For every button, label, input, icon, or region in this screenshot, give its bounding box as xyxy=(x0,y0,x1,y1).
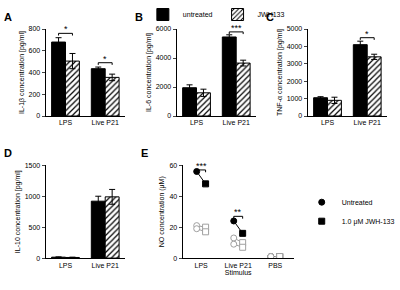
svg-text:0: 0 xyxy=(167,112,171,119)
svg-text:LPS: LPS xyxy=(59,119,73,126)
svg-text:B: B xyxy=(135,11,143,23)
svg-text:Stimulus: Stimulus xyxy=(225,269,252,276)
svg-text:Untreated: Untreated xyxy=(342,199,373,206)
svg-text:C: C xyxy=(266,11,274,23)
svg-text:LPS: LPS xyxy=(195,262,209,269)
svg-text:1500: 1500 xyxy=(25,162,41,169)
svg-text:0: 0 xyxy=(173,255,177,262)
svg-text:200: 200 xyxy=(29,91,41,98)
svg-text:untreated: untreated xyxy=(183,11,213,18)
svg-text:LPS: LPS xyxy=(190,119,204,126)
svg-text:PBS: PBS xyxy=(268,262,282,269)
svg-text:IL-10 concentration [pg/ml]: IL-10 concentration [pg/ml] xyxy=(14,170,22,253)
svg-text:2000: 2000 xyxy=(156,83,172,90)
svg-text:4000: 4000 xyxy=(156,54,172,61)
svg-text:A: A xyxy=(4,11,12,23)
svg-text:NO concentration (μM): NO concentration (μM) xyxy=(158,176,166,247)
svg-text:5000: 5000 xyxy=(287,25,303,32)
svg-text:2000: 2000 xyxy=(287,78,303,85)
svg-text:800: 800 xyxy=(29,25,41,32)
svg-text:*: * xyxy=(103,54,107,64)
svg-text:600: 600 xyxy=(29,47,41,54)
svg-text:**: ** xyxy=(234,207,242,217)
svg-text:*: * xyxy=(64,24,68,34)
svg-text:Live P21: Live P21 xyxy=(223,119,250,126)
svg-text:IL-6 concentration [pg/ml]: IL-6 concentration [pg/ml] xyxy=(145,33,153,112)
svg-text:400: 400 xyxy=(29,69,41,76)
svg-text:6000: 6000 xyxy=(156,25,172,32)
svg-text:TNF-α concentration [pg/ml]: TNF-α concentration [pg/ml] xyxy=(276,29,284,116)
svg-text:0: 0 xyxy=(36,255,40,262)
svg-text:1000: 1000 xyxy=(287,95,303,102)
svg-text:500: 500 xyxy=(29,224,41,231)
svg-text:40: 40 xyxy=(169,193,177,200)
svg-text:Live P21: Live P21 xyxy=(92,119,119,126)
svg-text:20: 20 xyxy=(169,224,177,231)
svg-text:1.0 μM JWH-133: 1.0 μM JWH-133 xyxy=(342,218,395,226)
svg-text:1000: 1000 xyxy=(25,193,41,200)
svg-text:E: E xyxy=(141,147,148,159)
svg-text:Live P21: Live P21 xyxy=(225,262,252,269)
svg-text:Live P21: Live P21 xyxy=(354,119,381,126)
svg-text:D: D xyxy=(4,147,12,159)
svg-text:*: * xyxy=(365,29,369,39)
svg-text:3000: 3000 xyxy=(287,60,303,67)
svg-text:***: *** xyxy=(231,23,242,33)
svg-text:Live P21: Live P21 xyxy=(92,262,119,269)
svg-text:0: 0 xyxy=(36,112,40,119)
svg-text:60: 60 xyxy=(169,162,177,169)
svg-text:LPS: LPS xyxy=(321,119,335,126)
svg-text:IL-1β concentration [pg/ml]: IL-1β concentration [pg/ml] xyxy=(18,31,26,114)
svg-text:4000: 4000 xyxy=(287,43,303,50)
svg-text:JWH133: JWH133 xyxy=(258,11,285,18)
svg-text:LPS: LPS xyxy=(59,262,73,269)
svg-text:0: 0 xyxy=(298,112,302,119)
svg-text:***: *** xyxy=(196,161,207,171)
